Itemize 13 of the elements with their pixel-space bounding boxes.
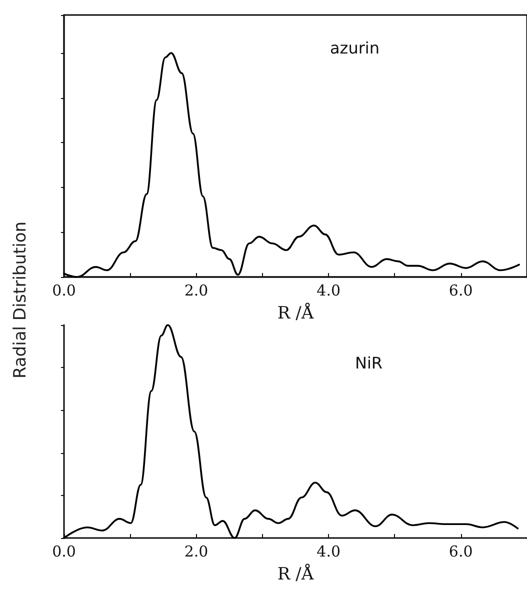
annotation: NiR xyxy=(355,354,383,372)
x-axis-title: R /Å xyxy=(277,564,314,584)
y-axis-title: Radial Distribution xyxy=(10,221,30,379)
x-tick-label: 2.0 xyxy=(184,282,208,300)
x-tick-label: 0.0 xyxy=(52,282,76,300)
x-tick-label: 6.0 xyxy=(448,282,473,300)
x-tick-label: 4.0 xyxy=(316,282,340,300)
x-axis-title: R /Å xyxy=(277,302,314,324)
x-tick-label: 4.0 xyxy=(316,542,340,560)
x-tick-label: 2.0 xyxy=(184,542,208,560)
x-tick-label: 6.0 xyxy=(448,542,473,560)
annotation: azurin xyxy=(330,38,380,58)
x-tick-label: 0.0 xyxy=(52,542,76,560)
